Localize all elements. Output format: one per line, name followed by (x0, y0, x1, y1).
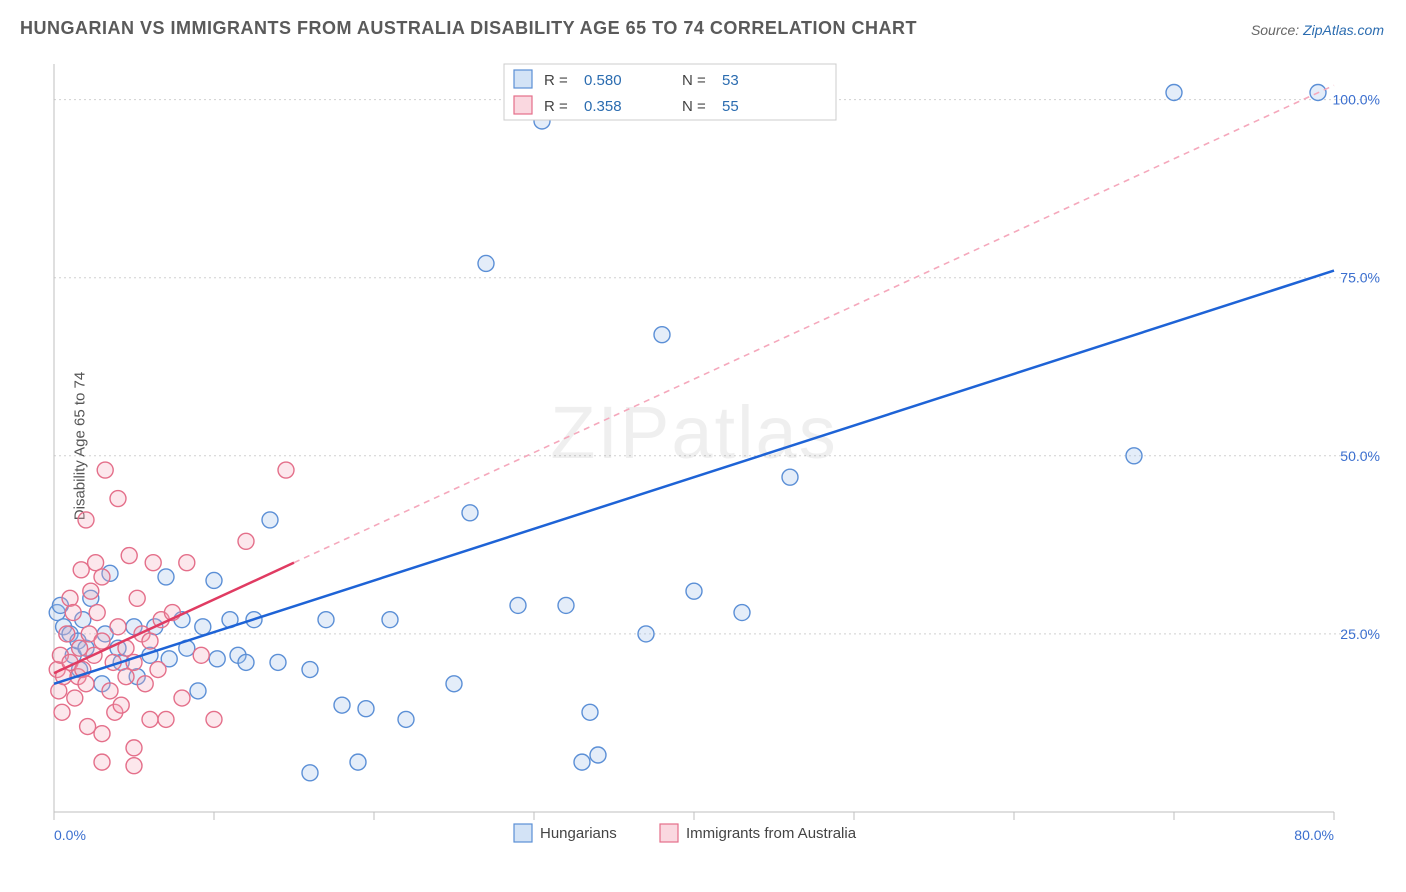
series-label-immigrants_australia: Immigrants from Australia (686, 825, 857, 842)
source-attribution: Source: ZipAtlas.com (1251, 22, 1384, 38)
data-point-immigrants_australia (145, 555, 161, 571)
correlation-chart: 0.0% 80.0% 25.0% 50.0% 75.0% 100.0% ZIPatlas R … (46, 56, 1386, 866)
data-point-hungarians (206, 572, 222, 588)
data-point-immigrants_australia (59, 626, 75, 642)
data-point-immigrants_australia (206, 711, 222, 727)
data-point-immigrants_australia (118, 669, 134, 685)
data-point-immigrants_australia (94, 726, 110, 742)
data-point-hungarians (190, 683, 206, 699)
data-point-hungarians (686, 583, 702, 599)
x-axis-tick-label: 80.0% (1294, 827, 1334, 843)
data-point-hungarians (158, 569, 174, 585)
data-point-immigrants_australia (110, 491, 126, 507)
data-point-immigrants_australia (150, 662, 166, 678)
data-point-immigrants_australia (179, 555, 195, 571)
data-point-immigrants_australia (129, 590, 145, 606)
legend-n-value-immigrants_australia: 55 (722, 98, 739, 115)
data-point-hungarians (382, 612, 398, 628)
data-point-hungarians (462, 505, 478, 521)
data-point-immigrants_australia (97, 462, 113, 478)
data-point-immigrants_australia (158, 711, 174, 727)
data-point-hungarians (510, 597, 526, 613)
legend-r-value-hungarians: 0.580 (584, 72, 622, 89)
data-point-immigrants_australia (102, 683, 118, 699)
data-point-immigrants_australia (278, 462, 294, 478)
data-point-immigrants_australia (78, 512, 94, 528)
data-point-hungarians (582, 704, 598, 720)
chart-title: HUNGARIAN VS IMMIGRANTS FROM AUSTRALIA D… (20, 18, 917, 39)
data-point-immigrants_australia (94, 633, 110, 649)
data-point-hungarians (209, 651, 225, 667)
data-point-immigrants_australia (110, 619, 126, 635)
data-point-hungarians (1126, 448, 1142, 464)
data-point-hungarians (398, 711, 414, 727)
data-point-hungarians (1166, 84, 1182, 100)
data-point-hungarians (238, 654, 254, 670)
data-point-immigrants_australia (126, 740, 142, 756)
data-point-hungarians (318, 612, 334, 628)
series-swatch-immigrants_australia (660, 824, 678, 842)
data-point-immigrants_australia (80, 719, 96, 735)
x-axis-tick-label: 0.0% (54, 827, 86, 843)
data-point-hungarians (574, 754, 590, 770)
watermark: ZIPatlas (550, 391, 837, 474)
data-point-hungarians (734, 605, 750, 621)
trendline-immigrants_australia-extrapolated (294, 85, 1334, 562)
series-swatch-hungarians (514, 824, 532, 842)
data-point-immigrants_australia (62, 590, 78, 606)
data-point-immigrants_australia (54, 704, 70, 720)
data-point-hungarians (358, 701, 374, 717)
data-point-immigrants_australia (174, 690, 190, 706)
trendline-hungarians (54, 271, 1334, 684)
data-point-hungarians (654, 327, 670, 343)
data-point-immigrants_australia (83, 583, 99, 599)
y-axis-tick-label: 100.0% (1333, 92, 1380, 108)
legend-r-label: R = (544, 98, 568, 115)
legend-n-value-hungarians: 53 (722, 72, 739, 89)
data-point-hungarians (302, 765, 318, 781)
data-point-hungarians (590, 747, 606, 763)
data-point-hungarians (270, 654, 286, 670)
data-point-immigrants_australia (137, 676, 153, 692)
data-point-immigrants_australia (65, 605, 81, 621)
data-point-hungarians (302, 662, 318, 678)
data-point-hungarians (195, 619, 211, 635)
data-point-hungarians (334, 697, 350, 713)
data-point-immigrants_australia (238, 533, 254, 549)
data-point-hungarians (262, 512, 278, 528)
data-point-hungarians (782, 469, 798, 485)
legend-swatch-immigrants_australia (514, 96, 532, 114)
data-point-hungarians (478, 255, 494, 271)
legend-n-label: N = (682, 72, 706, 89)
data-point-immigrants_australia (72, 640, 88, 656)
data-point-immigrants_australia (94, 754, 110, 770)
data-point-immigrants_australia (126, 758, 142, 774)
y-axis-tick-label: 75.0% (1340, 270, 1380, 286)
data-point-hungarians (638, 626, 654, 642)
data-point-immigrants_australia (113, 697, 129, 713)
legend-r-label: R = (544, 72, 568, 89)
data-point-hungarians (446, 676, 462, 692)
data-point-immigrants_australia (121, 548, 137, 564)
y-axis-tick-label: 25.0% (1340, 626, 1380, 642)
y-axis-tick-label: 50.0% (1340, 448, 1380, 464)
data-point-immigrants_australia (142, 633, 158, 649)
data-point-hungarians (558, 597, 574, 613)
data-point-hungarians (350, 754, 366, 770)
data-point-immigrants_australia (78, 676, 94, 692)
legend-n-label: N = (682, 98, 706, 115)
data-point-immigrants_australia (193, 647, 209, 663)
data-point-immigrants_australia (89, 605, 105, 621)
legend-r-value-immigrants_australia: 0.358 (584, 98, 622, 115)
series-label-hungarians: Hungarians (540, 825, 617, 842)
data-point-immigrants_australia (67, 690, 83, 706)
data-point-immigrants_australia (73, 562, 89, 578)
source-link[interactable]: ZipAtlas.com (1303, 22, 1384, 38)
legend-swatch-hungarians (514, 70, 532, 88)
data-point-immigrants_australia (142, 711, 158, 727)
source-label: Source: (1251, 22, 1303, 38)
data-point-immigrants_australia (94, 569, 110, 585)
